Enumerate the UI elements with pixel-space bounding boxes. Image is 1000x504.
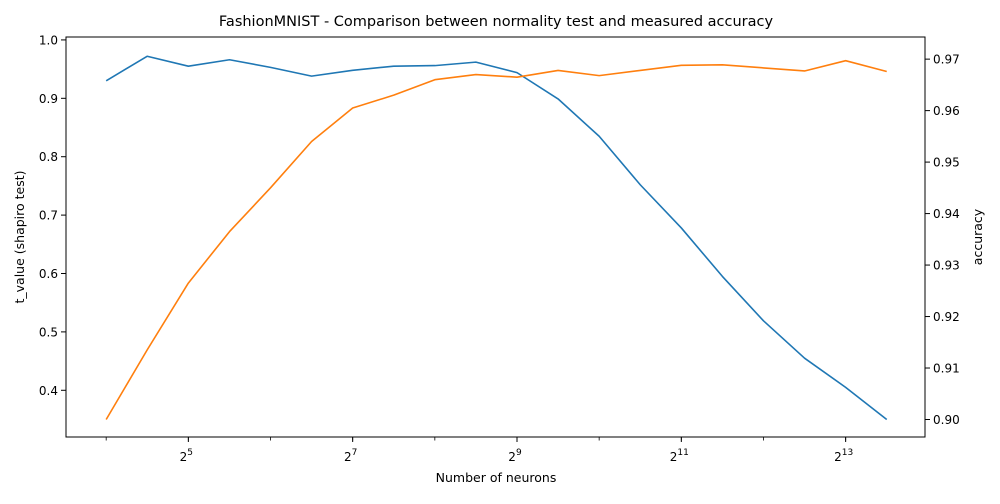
y-right-tick-label: 0.95 [933,156,960,170]
y-right-tick-label: 0.93 [933,259,960,273]
plot-frame [65,36,926,438]
plot-area: 25 27 29 211 213 0.4 0.5 0.6 0.7 0.8 0.9 1.0 0.90 0.9… [39,33,960,464]
y-left-tick-label: 0.8 [39,150,58,164]
y-right-tick-label: 0.94 [933,207,960,221]
y-left-tick-label: 0.5 [39,325,58,339]
y-right-tick-label: 0.90 [933,413,960,427]
y-left-tick-label: 0.9 [39,92,58,106]
y-right-tick-label: 0.96 [933,104,960,118]
x-axis-label: Number of neurons [436,470,557,485]
x-tick-label: 25 [180,448,193,464]
x-tick-label: 29 [508,448,522,464]
series-line-right [105,59,887,420]
y-axis-right-label: accuracy [970,208,985,265]
series-line-left [105,55,888,421]
y-left-tick-label: 0.7 [39,209,58,223]
x-tick-label: 213 [834,448,853,464]
y-right-tick-label: 0.91 [933,362,960,376]
x-tick-label: 211 [670,448,689,464]
y-left-tick-label: 1.0 [39,33,58,47]
x-tick-label: 27 [344,448,357,464]
chart-title: FashionMNIST - Comparison between normal… [219,14,774,30]
y-axis-left-label: t_value (shapiro test) [12,170,27,303]
y-left-tick-label: 0.4 [39,384,58,398]
y-right-tick-label: 0.92 [933,310,960,324]
y-right-tick-label: 0.97 [933,53,960,67]
y-left-tick-label: 0.6 [39,267,58,281]
